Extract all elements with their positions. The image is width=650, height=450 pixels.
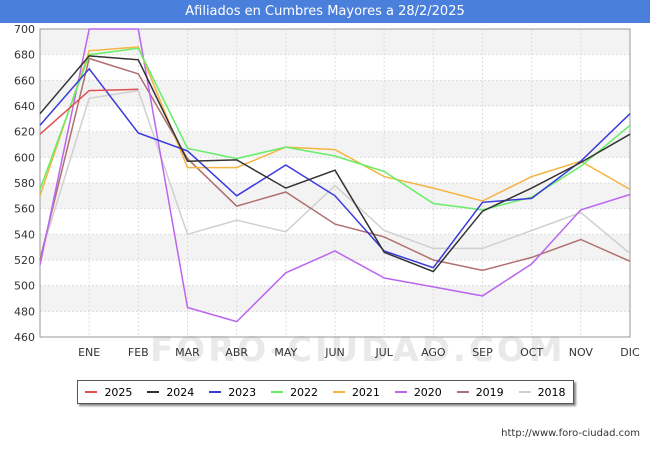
legend-label: 2020 (413, 385, 442, 399)
y-tick-label: 540 (14, 228, 35, 241)
chart-title: Afiliados en Cumbres Mayores a 28/2/2025 (0, 0, 650, 23)
legend: 2025 2024 2023 2022 2021 2020 2019 2018 (77, 380, 574, 404)
series-line-2019 (39, 57, 631, 272)
y-tick-label: 680 (14, 49, 35, 62)
y-tick-label: 600 (14, 151, 35, 164)
x-tick-label: ENE (78, 346, 100, 359)
y-tick-label: 640 (14, 100, 35, 113)
series-line-2024 (39, 55, 631, 273)
x-tick-label: DIC (620, 346, 640, 359)
x-tick-label: NOV (569, 346, 594, 359)
legend-swatch (332, 391, 345, 393)
plot-frame (39, 28, 631, 338)
x-tick-label: SEP (472, 346, 493, 359)
legend-item-2020: 2020 (394, 385, 442, 399)
y-tick-label: 520 (14, 254, 35, 267)
x-tick-label: FEB (128, 346, 149, 359)
x-tick-label: MAY (274, 346, 297, 359)
source-url[interactable]: http://www.foro-ciudad.com (501, 428, 640, 439)
legend-swatch (271, 391, 284, 393)
legend-label: 2024 (166, 385, 195, 399)
y-tick-label: 580 (14, 177, 35, 190)
x-tick-label: MAR (175, 346, 200, 359)
x-tick-label: OCT (520, 346, 543, 359)
series-line-2020 (39, 28, 631, 323)
x-tick-label: JUN (324, 346, 345, 359)
y-tick-label: 560 (14, 203, 35, 216)
legend-item-2018: 2018 (518, 385, 566, 399)
legend-label: 2018 (537, 385, 566, 399)
legend-swatch (85, 391, 98, 393)
legend-swatch (147, 391, 160, 393)
legend-item-2022: 2022 (271, 386, 318, 399)
y-tick-label: 480 (14, 305, 35, 318)
series-line-2018 (39, 89, 631, 258)
legend-swatch (518, 391, 531, 393)
legend-swatch (394, 391, 407, 393)
line-chart: 460 480 500 520 540 560 580 600 620 640 660 680 700 E… (14, 23, 640, 359)
legend-item-2025: 2025 (85, 386, 132, 399)
y-tick-label: 660 (14, 74, 35, 87)
series-line-2025 (39, 88, 139, 135)
legend-label: 2019 (475, 385, 504, 399)
x-tick-label: ABR (225, 346, 248, 359)
y-tick-label: 700 (14, 23, 35, 36)
legend-item-2023: 2023 (209, 386, 256, 399)
legend-swatch (456, 391, 469, 393)
legend-item-2019: 2019 (456, 385, 504, 399)
series-line-2023 (39, 67, 631, 269)
y-tick-label: 620 (14, 126, 35, 139)
x-tick-label: AGO (421, 346, 446, 359)
legend-item-2021: 2021 (332, 385, 380, 399)
x-tick-label: JUL (374, 346, 393, 359)
legend-swatch (209, 391, 222, 393)
legend-label: 2021 (351, 385, 380, 399)
legend-item-2024: 2024 (147, 386, 194, 399)
legend-label: 2025 (104, 385, 133, 399)
y-tick-label: 460 (14, 331, 35, 344)
series-line-2022 (39, 47, 631, 211)
legend-label: 2022 (290, 385, 319, 399)
legend-label: 2023 (228, 385, 257, 399)
series-line-2021 (39, 46, 631, 202)
y-tick-label: 500 (14, 280, 35, 293)
